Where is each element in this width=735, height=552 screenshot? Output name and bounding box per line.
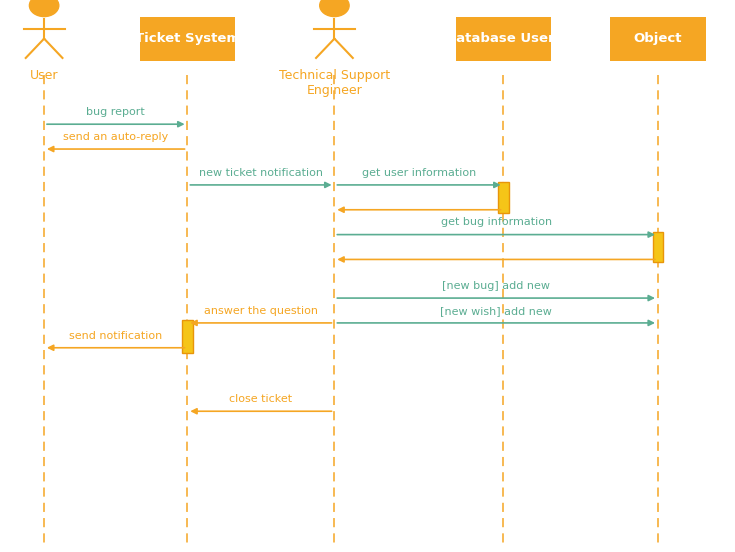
Text: close ticket: close ticket [229,394,293,404]
Text: User: User [30,69,58,82]
Bar [182,320,193,353]
Circle shape [29,0,59,17]
Text: [new wish] add new: [new wish] add new [440,306,552,316]
Text: Ticket System: Ticket System [135,32,240,45]
Text: Technical Support
Engineer: Technical Support Engineer [279,69,390,97]
Circle shape [320,0,349,17]
Bar [610,17,706,61]
Text: bug report: bug report [87,107,145,117]
Text: Database Users: Database Users [445,32,562,45]
Text: send an auto-reply: send an auto-reply [63,132,168,142]
Text: get user information: get user information [362,168,476,178]
Bar [653,232,663,262]
Text: get bug information: get bug information [440,217,552,227]
Text: [new bug] add new: [new bug] add new [442,281,550,291]
Text: send notification: send notification [69,331,162,341]
Text: new ticket notification: new ticket notification [199,168,323,178]
Text: answer the question: answer the question [204,306,318,316]
Bar [456,17,551,61]
Bar [140,17,235,61]
Bar [498,182,509,213]
Text: Object: Object [634,32,682,45]
